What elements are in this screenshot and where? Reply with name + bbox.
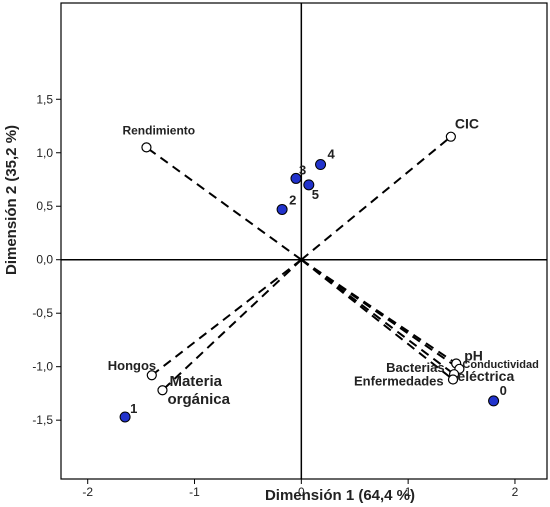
vector-line-6 — [300, 258, 455, 375]
reference-lines — [61, 3, 547, 479]
variable-point-3 — [157, 385, 168, 396]
observation-label-3: 3 — [299, 162, 306, 177]
markers — [119, 131, 500, 423]
label-rendimiento: Rendimiento — [122, 123, 195, 137]
vector-line-1 — [300, 135, 452, 261]
observation-label-0: 0 — [500, 383, 507, 398]
y-tick-label: 0,5 — [36, 199, 53, 213]
observation-label-1: 1 — [130, 401, 137, 416]
observation-point-3 — [290, 172, 302, 184]
vector-line-0 — [145, 146, 302, 261]
y-tick-label: -1,0 — [32, 360, 53, 374]
x-tick-label: 1 — [405, 485, 412, 499]
label-materia-organica: Materia orgánica — [167, 373, 230, 408]
vector-line-3 — [161, 258, 303, 391]
observation-point-1 — [119, 411, 131, 423]
y-tick-label: 0,0 — [36, 253, 53, 267]
x-axis-title: Dimensión 1 (64,4 %) — [265, 487, 415, 504]
vector-line-2 — [151, 258, 302, 377]
x-tick-label: 0 — [298, 485, 305, 499]
observation-label-5: 5 — [312, 187, 319, 202]
label-cic: CIC — [455, 116, 479, 132]
label-ph: pH — [464, 347, 483, 363]
vector-line-5 — [300, 258, 460, 370]
y-tick-label: -0,5 — [32, 306, 53, 320]
y-axis-ticks: -1,5 -1,0 -0,5 0,0 0,5 1,0 1,5 — [32, 92, 61, 427]
vector-line-7 — [300, 258, 454, 381]
label-bacterias: Bacterias — [386, 360, 445, 375]
label-line: orgánica — [167, 391, 230, 408]
observation-point-4 — [315, 159, 327, 171]
label-electrica: eléctrica — [457, 368, 514, 384]
y-axis-title: Dimensión 2 (35,2 %) — [3, 125, 20, 275]
point-labels: Rendimiento CIC Hongos Materia orgánica pHCon… — [108, 116, 539, 416]
x-axis-ticks: -2 -1 0 1 2 — [82, 479, 519, 499]
y-tick-label: 1,5 — [36, 92, 53, 106]
observation-label-4: 4 — [328, 147, 336, 162]
variable-point-7 — [447, 374, 459, 385]
variable-vectors — [145, 135, 460, 391]
variable-point-1 — [445, 131, 456, 142]
y-tick-label: 1,0 — [36, 146, 53, 160]
observation-point-0 — [488, 395, 500, 407]
plot-frame — [60, 2, 548, 480]
vector-line-4 — [300, 258, 457, 365]
label-enfermedades: Enfermedades — [354, 374, 444, 389]
y-tick-label: -1,5 — [32, 413, 53, 427]
label-line: Materia — [169, 373, 222, 390]
x-tick-label: 2 — [512, 485, 519, 499]
label-hongos: Hongos — [108, 358, 156, 373]
label-conductividad: Conductividad — [462, 359, 538, 371]
x-tick-label: -2 — [82, 485, 93, 499]
variable-point-2 — [146, 370, 157, 381]
x-tick-label: -1 — [189, 485, 200, 499]
observation-point-2 — [276, 203, 288, 215]
observation-label-2: 2 — [289, 192, 296, 207]
variable-point-0 — [141, 142, 152, 153]
observation-point-5 — [303, 179, 315, 191]
